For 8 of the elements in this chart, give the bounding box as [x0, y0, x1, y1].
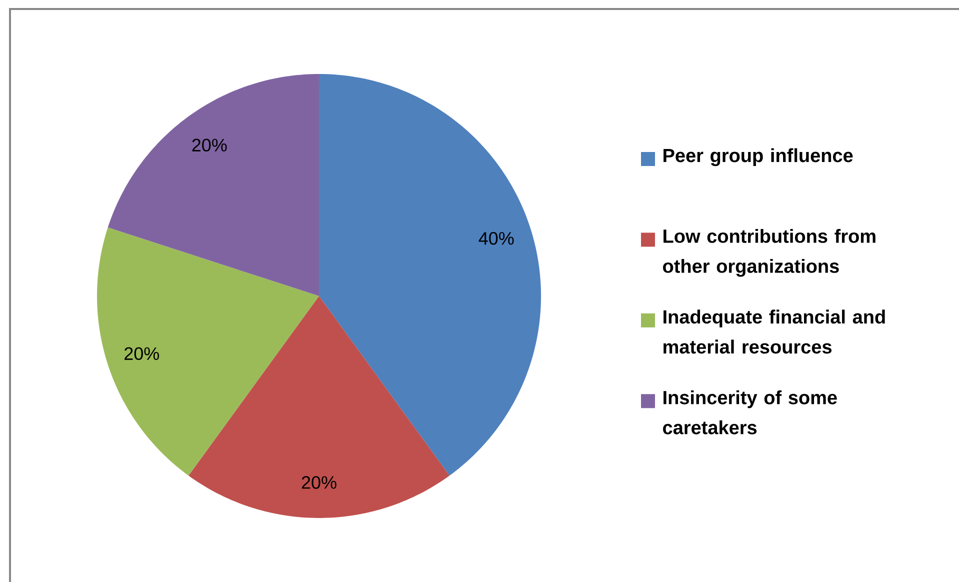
legend-label: Inadequate financial and material resources — [664, 310, 885, 354]
data-label: 20% — [124, 347, 160, 360]
data-label: 20% — [302, 476, 336, 489]
legend-label: Low contributions from other organizations — [663, 228, 876, 277]
legend-label: Insincerity of some caretakers — [663, 390, 837, 434]
data-label: 20% — [192, 138, 227, 152]
data-label: 40% — [478, 232, 514, 245]
legend-label: Peer group influence — [664, 148, 853, 166]
